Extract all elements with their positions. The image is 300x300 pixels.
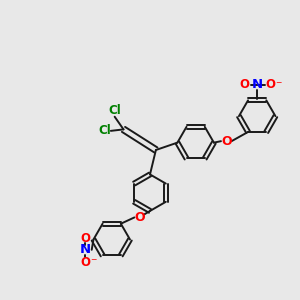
Text: O: O — [240, 78, 250, 92]
Text: Cl: Cl — [108, 104, 121, 117]
Text: $^-$: $^-$ — [274, 80, 283, 90]
Text: O: O — [80, 232, 90, 245]
Text: O: O — [80, 256, 90, 269]
Text: O: O — [221, 135, 232, 148]
Text: N: N — [80, 243, 91, 256]
Text: $^-$: $^-$ — [89, 257, 98, 267]
Text: O: O — [134, 211, 145, 224]
Text: N: N — [252, 78, 263, 92]
Text: Cl: Cl — [98, 124, 111, 137]
Text: O: O — [266, 78, 275, 92]
